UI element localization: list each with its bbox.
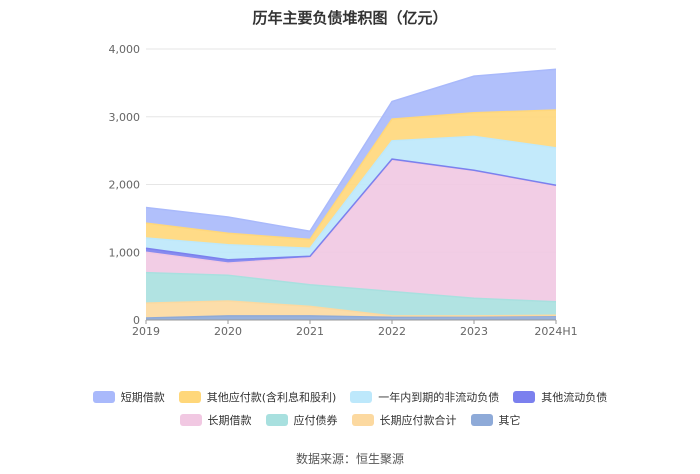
legend-row: 短期借款 其他应付款(含利息和股利) 一年内到期的非流动负债 其他流动负债 xyxy=(0,387,700,407)
legend-label: 其他流动负债 xyxy=(541,391,608,404)
x-tick-label: 2021 xyxy=(296,325,324,338)
y-tick-label: 2,000 xyxy=(109,179,141,192)
chart-title: 历年主要负债堆积图（亿元） xyxy=(252,9,448,27)
legend-swatch xyxy=(470,414,493,426)
line-应付债券 xyxy=(145,271,557,303)
area-短期借款 xyxy=(146,69,556,240)
line-其他应付款(含利息和股利) xyxy=(145,109,557,241)
line-长期应付款合计 xyxy=(145,300,557,317)
area-应付债券 xyxy=(146,272,556,316)
x-tick-label: 2024H1 xyxy=(534,325,577,338)
legend-label: 其他应付款(含利息和股利) xyxy=(206,391,337,404)
legend-swatch xyxy=(92,391,115,403)
legend-label: 长期应付款合计 xyxy=(379,414,457,427)
line-短期借款 xyxy=(145,68,557,233)
legend-swatch xyxy=(265,414,288,426)
line-其他流动负债 xyxy=(145,158,557,261)
legend-swatch xyxy=(513,391,536,403)
legend-label: 长期借款 xyxy=(207,414,252,427)
legend-swatch xyxy=(350,391,373,403)
area-长期应付款合计 xyxy=(146,301,556,318)
y-tick-label: 0 xyxy=(133,314,140,327)
legend-item[interactable]: 应付债券 xyxy=(265,412,338,428)
y-axis: 0 1,000 2,000 3,000 4,000 xyxy=(109,43,141,327)
series-lines xyxy=(145,68,557,319)
legend-item[interactable]: 短期借款 xyxy=(92,389,165,405)
legend-label: 短期借款 xyxy=(120,391,165,404)
area-其他应付款(含利息和股利) xyxy=(146,110,556,249)
legend-swatch xyxy=(351,414,374,426)
legend-label: 一年内到期的非流动负债 xyxy=(378,391,500,404)
legend-item[interactable]: 其他流动负债 xyxy=(513,389,607,405)
y-tick-label: 1,000 xyxy=(109,246,141,259)
legend-item[interactable]: 其它 xyxy=(470,412,521,428)
x-tick-label: 2020 xyxy=(214,325,242,338)
data-source: 数据来源：恒生聚源 xyxy=(295,452,404,466)
legend-swatch xyxy=(178,391,201,403)
area-长期借款 xyxy=(146,160,556,302)
y-tick-label: 3,000 xyxy=(109,111,141,124)
x-tick-label: 2019 xyxy=(132,325,160,338)
legend-item[interactable]: 长期应付款合计 xyxy=(351,412,457,428)
chart-legend: 短期借款 其他应付款(含利息和股利) 一年内到期的非流动负债 其他流动负债长期借款 应付… xyxy=(0,387,700,433)
legend-item[interactable]: 一年内到期的非流动负债 xyxy=(350,389,499,405)
legend-item[interactable]: 其他应付款(含利息和股利) xyxy=(178,389,337,405)
legend-item[interactable]: 长期借款 xyxy=(179,412,252,428)
legend-swatch xyxy=(179,414,202,426)
x-axis: 2019 2020 2021 2022 2023 2024H1 xyxy=(132,319,578,338)
x-tick-label: 2022 xyxy=(378,325,406,338)
line-一年内到期的非流动负债 xyxy=(145,135,557,249)
legend-label: 应付债券 xyxy=(293,414,338,427)
y-tick-label: 4,000 xyxy=(109,43,141,56)
legend-row: 长期借款 应付债券 长期应付款合计 其它 xyxy=(0,410,700,430)
x-tick-label: 2023 xyxy=(460,325,488,338)
legend-label: 其它 xyxy=(498,414,521,427)
